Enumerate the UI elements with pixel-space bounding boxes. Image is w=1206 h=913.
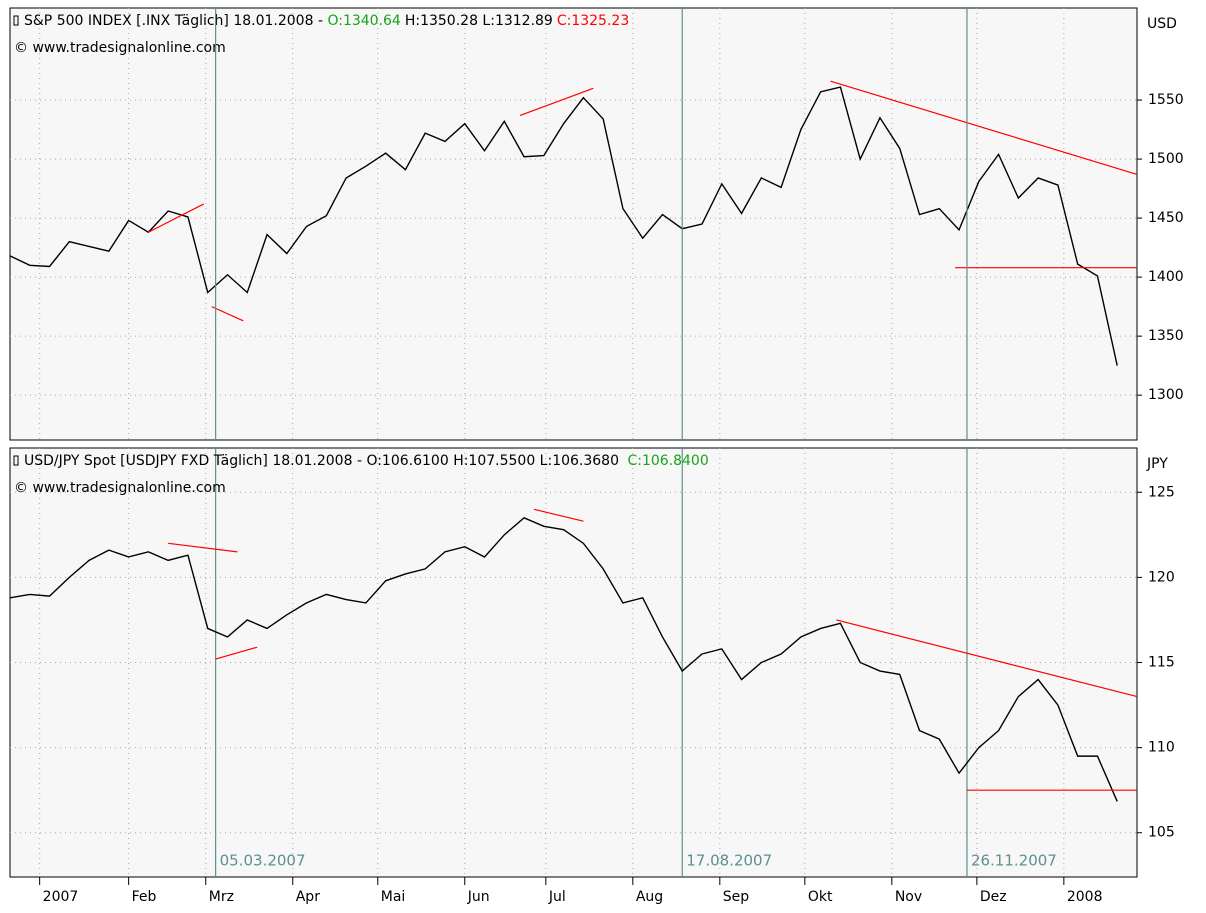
trend-line bbox=[148, 203, 205, 233]
candle-icon bbox=[13, 455, 19, 466]
y-tick-label: 1500 bbox=[1148, 151, 1184, 167]
unit-label: USD bbox=[1147, 16, 1177, 32]
x-tick-label: Aug bbox=[636, 889, 663, 905]
y-tick-label: 1400 bbox=[1148, 269, 1184, 285]
x-tick-label: Sep bbox=[723, 889, 750, 905]
x-tick-label: Mai bbox=[381, 889, 406, 905]
x-tick-label: 2008 bbox=[1067, 889, 1103, 905]
y-tick-label: 1300 bbox=[1148, 387, 1184, 403]
y-tick-label: 120 bbox=[1148, 569, 1175, 585]
x-tick-label: 2007 bbox=[43, 889, 79, 905]
title-part: C:106.8400 bbox=[627, 453, 708, 469]
event-label: 05.03.2007 bbox=[220, 852, 306, 870]
x-tick-label: Jun bbox=[467, 889, 490, 905]
title-part: O:1340.64 bbox=[327, 13, 400, 29]
panel-title: USD/JPY Spot [USDJPY FXD Täglich] 18.01.… bbox=[24, 453, 709, 469]
y-tick-label: 110 bbox=[1148, 740, 1175, 756]
y-tick-label: 1550 bbox=[1148, 92, 1184, 108]
title-part: USD/JPY Spot [USDJPY FXD Täglich] 18.01.… bbox=[24, 453, 623, 469]
trend-line bbox=[519, 87, 594, 116]
event-label: 17.08.2007 bbox=[686, 852, 772, 870]
trend-line bbox=[836, 619, 1138, 698]
trend-line bbox=[211, 306, 244, 322]
unit-label: JPY bbox=[1146, 456, 1168, 472]
x-tick-label: Nov bbox=[895, 889, 922, 905]
y-tick-label: 125 bbox=[1148, 484, 1175, 500]
x-tick-label: Dez bbox=[980, 889, 1007, 905]
title-part: H:1350.28 L:1312.89 bbox=[405, 13, 553, 29]
source: © www.tradesignalonline.com bbox=[14, 40, 226, 56]
title-part: S&P 500 INDEX [.INX Täglich] 18.01.2008 … bbox=[24, 13, 327, 29]
panel bbox=[9, 447, 1138, 878]
title-part: C:1325.23 bbox=[557, 13, 629, 29]
event-label: 26.11.2007 bbox=[971, 852, 1057, 870]
x-tick-label: Jul bbox=[548, 889, 566, 905]
y-tick-label: 115 bbox=[1148, 655, 1175, 671]
x-tick-label: Mrz bbox=[209, 889, 234, 905]
panel bbox=[9, 7, 1138, 441]
trend-line bbox=[168, 542, 238, 553]
price-line bbox=[9, 516, 1118, 802]
x-tick-label: Apr bbox=[296, 889, 320, 905]
panel-title: S&P 500 INDEX [.INX Täglich] 18.01.2008 … bbox=[24, 13, 629, 29]
y-tick-label: 1350 bbox=[1148, 328, 1184, 344]
trend-line bbox=[215, 646, 258, 660]
x-tick-label: Feb bbox=[132, 889, 157, 905]
source: © www.tradesignalonline.com bbox=[14, 480, 226, 496]
candle-icon bbox=[13, 15, 19, 26]
price-line bbox=[9, 86, 1118, 366]
y-tick-label: 1450 bbox=[1148, 210, 1184, 226]
trend-line bbox=[830, 80, 1138, 176]
x-tick-label: Okt bbox=[808, 889, 833, 905]
trend-line bbox=[533, 508, 584, 522]
y-tick-label: 105 bbox=[1148, 825, 1175, 841]
